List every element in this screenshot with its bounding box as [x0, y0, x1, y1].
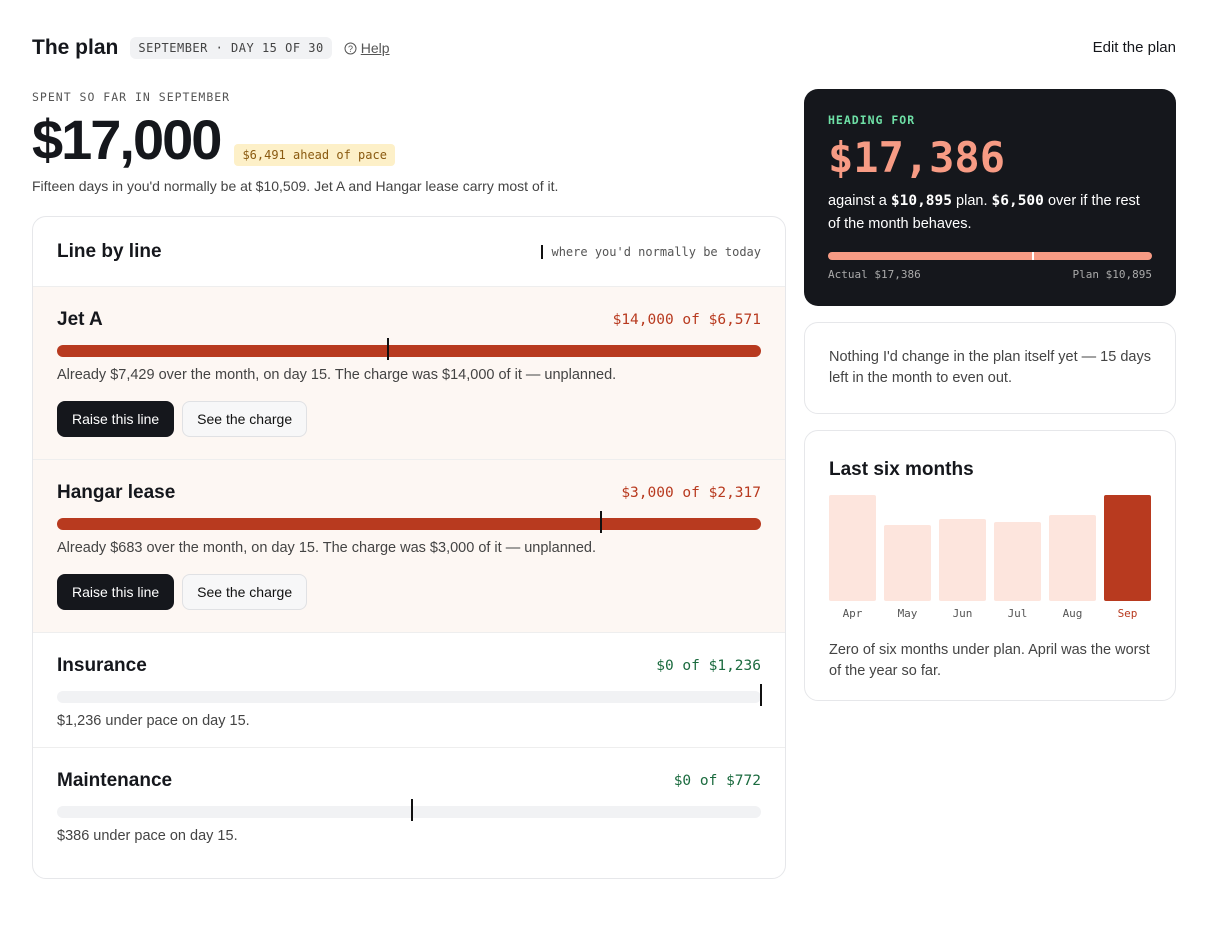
- help-link[interactable]: ? Help: [344, 40, 390, 56]
- history-title: Last six months: [829, 459, 974, 480]
- history-chart: [829, 495, 1151, 601]
- track: [57, 799, 761, 821]
- line-amount: $14,000 of $6,571: [612, 312, 761, 328]
- line-amount: $0 of $1,236: [656, 658, 761, 674]
- fill: [57, 345, 761, 357]
- pace-tag: $6,491 ahead of pace: [234, 143, 395, 166]
- plan-marker: [1032, 252, 1035, 261]
- month-label: Aug: [1062, 607, 1083, 620]
- pace-marker: [386, 338, 389, 360]
- title: The plan: [32, 36, 119, 59]
- history-note: Zero of six months under plan. April was…: [829, 642, 1150, 680]
- heading-amount: $17,386: [828, 133, 1006, 182]
- actions: Raise this line See the charge: [57, 401, 761, 437]
- pace-marker: [410, 799, 413, 821]
- row-header: Maintenance $0 of $772: [57, 770, 761, 792]
- edit-button[interactable]: Edit the plan: [1092, 39, 1176, 56]
- card-title: Line by line: [57, 240, 162, 262]
- line-name: Insurance: [57, 655, 147, 676]
- rows: Jet A $14,000 of $6,571 Already $7,429 ove…: [33, 287, 785, 844]
- fill: [57, 518, 761, 530]
- line-name: Jet A: [57, 309, 103, 330]
- pace-marker: [600, 511, 603, 533]
- advice: Nothing I'd change in the plan itself ye…: [829, 349, 1151, 387]
- action-button[interactable]: Raise this line: [57, 401, 175, 437]
- month-label: Jul: [1007, 607, 1028, 620]
- row-header: Insurance $0 of $1,236: [57, 655, 761, 677]
- actual-label: Actual $17,386: [828, 268, 921, 282]
- lines-card: Line by line where you'd normally be toda…: [32, 216, 786, 879]
- plan: $10,895: [890, 193, 952, 209]
- help-icon: ?: [344, 42, 357, 54]
- text: over if the rest of the month behaves.: [828, 193, 1140, 233]
- eyebrow: HEADING FOR: [828, 113, 916, 127]
- track: [57, 511, 761, 533]
- line-amount: $0 of $772: [673, 773, 761, 789]
- row-header: Jet A $14,000 of $6,571: [57, 309, 761, 331]
- month-label: Jun: [952, 607, 973, 620]
- months: Apr May Jun Jul Aug Sep: [829, 607, 1151, 620]
- line-name: Hangar lease: [57, 482, 176, 503]
- badge: SEPTEMBER · DAY 15 OF 30: [130, 37, 332, 59]
- month-label: Apr: [842, 607, 863, 620]
- progress: [828, 252, 1152, 261]
- heading-text: against a $10,895 plan. $6,500 over if t…: [828, 190, 1152, 236]
- line-row: Jet A $14,000 of $6,571 Already $7,429 ove…: [33, 287, 785, 460]
- line-note: $1,236 under pace on day 15.: [57, 713, 250, 729]
- heading-card: HEADING FOR $17,386 against a $10,895 pl…: [804, 89, 1176, 306]
- month-bar: [1104, 495, 1151, 601]
- month-bar: [939, 519, 986, 601]
- action-button[interactable]: See the charge: [182, 401, 308, 437]
- pace-marker: [760, 684, 762, 706]
- text: plan.: [956, 193, 988, 209]
- month-label: Sep: [1117, 607, 1138, 620]
- over: $6,500: [991, 193, 1044, 209]
- spent: $17,000: [32, 108, 222, 171]
- month-bar: [994, 522, 1041, 601]
- text: against a: [828, 193, 887, 209]
- month-bar: [829, 495, 876, 601]
- summary: SPENT SO FAR IN SEPTEMBER $17,000 $6,491 …: [32, 90, 792, 194]
- actions: Raise this line See the charge: [57, 574, 761, 610]
- line-note: Already $7,429 over the month, on day 15…: [57, 367, 617, 383]
- line-amount: $3,000 of $2,317: [621, 485, 761, 501]
- month-label: May: [897, 607, 918, 620]
- eyebrow: SPENT SO FAR IN SEPTEMBER: [32, 90, 231, 104]
- month-bar: [884, 525, 931, 601]
- header: The plan SEPTEMBER · DAY 15 OF 30 ? Help: [32, 36, 390, 60]
- month-bar: [1049, 515, 1096, 601]
- track: [57, 338, 761, 360]
- svg-text:?: ?: [348, 44, 353, 54]
- action-button[interactable]: Raise this line: [57, 574, 175, 610]
- legend: where you'd normally be today: [541, 244, 761, 259]
- line-row: Maintenance $0 of $772 $386 under pace on …: [33, 748, 785, 844]
- line-row: Hangar lease $3,000 of $2,317 Already $683…: [33, 460, 785, 633]
- plan-label: Plan $10,895: [1072, 268, 1152, 282]
- line-name: Maintenance: [57, 770, 173, 791]
- line-note: Already $683 over the month, on day 15. …: [57, 540, 597, 556]
- line-note: $386 under pace on day 15.: [57, 828, 238, 844]
- summary-note: Fifteen days in you'd normally be at $10…: [32, 178, 559, 194]
- help-text: Help: [360, 40, 390, 56]
- advice-card: Nothing I'd change in the plan itself ye…: [804, 322, 1176, 414]
- track: [57, 684, 762, 706]
- row-header: Hangar lease $3,000 of $2,317: [57, 482, 761, 504]
- line-row: Insurance $0 of $1,236 $1,236 under pace o…: [33, 633, 785, 748]
- action-button[interactable]: See the charge: [182, 574, 308, 610]
- history-card: Last six months Apr May Jun Jul Aug Sep Zero …: [804, 430, 1176, 701]
